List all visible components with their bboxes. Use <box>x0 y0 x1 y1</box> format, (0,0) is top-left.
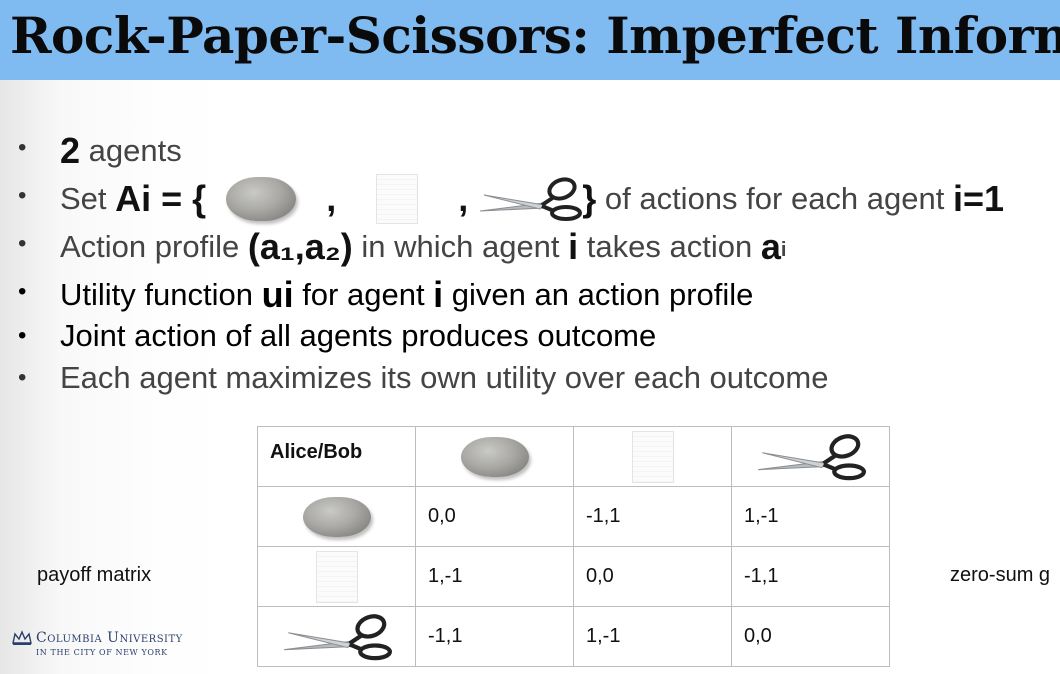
bullet-dot: • <box>18 230 27 257</box>
action-subscript: i <box>780 239 787 261</box>
bullet-dot: • <box>18 364 27 391</box>
bullet-text: Joint action of all agents produces outc… <box>60 318 657 353</box>
column-header-rock <box>415 426 574 487</box>
bullet-action-profile: • Action profile (a₁,a₂) in which agent … <box>0 224 1060 272</box>
cell-value: 1,-1 <box>744 505 779 527</box>
bullet-utility: • Utility function ui for agent i given … <box>0 272 1060 320</box>
cell-value: 0,0 <box>744 625 772 647</box>
scissors-icon <box>283 613 392 660</box>
bullet-text: given an action profile <box>443 277 754 312</box>
comma: , <box>326 178 337 219</box>
payoff-matrix-table: Alice/Bob 0,0 -1,1 1,-1 <box>257 426 890 667</box>
rock-icon <box>460 436 529 477</box>
paper-icon <box>315 550 358 603</box>
bullet-action-set: • Set Ai = { , , } of <box>0 170 1060 230</box>
rock-icon <box>302 496 371 537</box>
paper-icon <box>631 430 674 483</box>
university-tagline: IN THE CITY OF NEW YORK <box>36 648 168 657</box>
agent-count: 2 <box>60 130 81 171</box>
table-cell: 0,0 <box>731 606 890 667</box>
bullet-dot: • <box>18 134 27 161</box>
column-header-scissors <box>731 426 890 487</box>
cell-value: 1,-1 <box>428 565 463 587</box>
table-cell: 1,-1 <box>731 486 890 547</box>
bullet-text: Action profile <box>60 229 248 264</box>
university-name: Columbia University <box>36 630 183 646</box>
action-set-open: Ai = { <box>115 178 207 219</box>
cell-value: 1,-1 <box>586 625 621 647</box>
table-corner-cell: Alice/Bob <box>257 426 416 487</box>
agent-var: i <box>433 274 444 315</box>
paper-icon <box>376 174 419 224</box>
table-row: -1,1 1,-1 0,0 <box>257 606 890 667</box>
scissors-icon <box>757 433 866 480</box>
row-header-scissors <box>257 606 416 667</box>
table-row: 1,-1 0,0 -1,1 <box>257 546 890 607</box>
table-cell: 1,-1 <box>573 606 732 667</box>
table-cell: -1,1 <box>415 606 574 667</box>
table-cell: -1,1 <box>731 546 890 607</box>
zero-sum-label: zero-sum g <box>950 564 1051 586</box>
bullet-text: Each agent maximizes its own utility ove… <box>60 360 829 395</box>
comma: , <box>458 178 469 219</box>
bullet-text: agents <box>80 133 182 168</box>
table-cell: -1,1 <box>573 486 732 547</box>
action-var: a <box>760 226 781 267</box>
bullet-maximize: • Each agent maximizes its own utility o… <box>0 358 1060 406</box>
table-row: 0,0 -1,1 1,-1 <box>257 486 890 547</box>
bullet-dot: • <box>18 278 27 305</box>
column-header-paper <box>573 426 732 487</box>
agent-var: i <box>568 226 579 267</box>
cell-value: -1,1 <box>744 565 779 587</box>
table-header-label: Alice/Bob <box>270 441 363 463</box>
bullet-text: takes action <box>578 229 761 264</box>
bullet-text: of actions for each agent <box>596 181 953 216</box>
table-cell: 1,-1 <box>415 546 574 607</box>
bullet-text: Set <box>60 181 116 216</box>
crown-icon <box>12 630 32 645</box>
agent-index: i=1 <box>952 178 1005 219</box>
table-cell: 0,0 <box>415 486 574 547</box>
payoff-matrix-label: payoff matrix <box>37 564 152 586</box>
table-header-row: Alice/Bob <box>257 426 890 487</box>
table-cell: 0,0 <box>573 546 732 607</box>
cell-value: -1,1 <box>586 505 621 527</box>
cell-value: 0,0 <box>586 565 614 587</box>
bullet-text: in which agent <box>352 229 569 264</box>
action-profile: (a₁,a₂) <box>247 226 353 267</box>
columbia-logo: Columbia University IN THE CITY OF NEW Y… <box>12 630 183 657</box>
bullet-joint-action: • Joint action of all agents produces ou… <box>0 316 1060 364</box>
slide-title: Rock-Paper-Scissors: Imperfect Informa <box>10 6 1060 65</box>
title-bar: Rock-Paper-Scissors: Imperfect Informa <box>0 0 1060 80</box>
row-header-paper <box>257 546 416 607</box>
bullet-text: Utility function <box>60 277 262 312</box>
bullet-agents: • 2 agents <box>0 128 1060 176</box>
rock-icon <box>226 177 297 221</box>
cell-value: -1,1 <box>428 625 463 647</box>
bullet-dot: • <box>18 182 27 209</box>
scissors-icon <box>478 175 583 223</box>
utility-var: ui <box>261 274 294 315</box>
bullet-dot: • <box>18 322 27 349</box>
bullet-text: for agent <box>293 277 434 312</box>
row-header-rock <box>257 486 416 547</box>
cell-value: 0,0 <box>428 505 456 527</box>
action-set-close: } <box>582 178 597 219</box>
